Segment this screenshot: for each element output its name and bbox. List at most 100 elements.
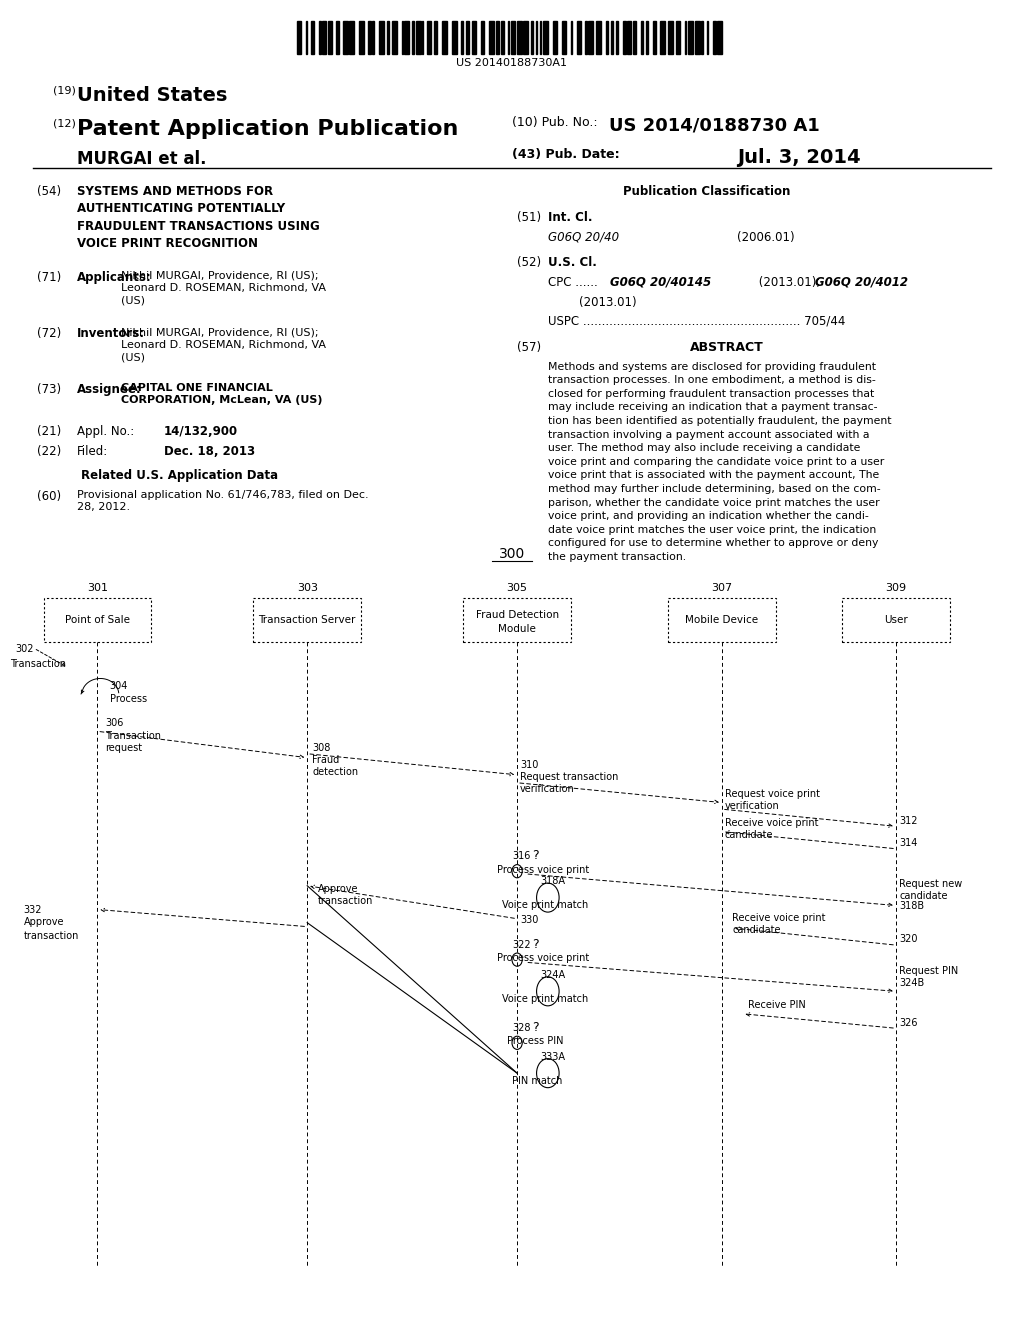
Text: 300: 300 [499, 546, 525, 561]
Text: Receive voice print: Receive voice print [732, 913, 825, 924]
Bar [653, 21, 655, 54]
Bar [530, 21, 534, 54]
Text: (72): (72) [37, 327, 61, 341]
Bar [717, 21, 722, 54]
Bar [404, 21, 410, 54]
Text: Approve: Approve [24, 917, 65, 928]
Bar [387, 21, 389, 54]
Text: Transaction: Transaction [10, 659, 67, 669]
Bar [463, 598, 571, 642]
Bar [606, 21, 608, 54]
Bar [553, 21, 557, 54]
Bar [472, 21, 476, 54]
Bar [501, 21, 505, 54]
Bar [588, 21, 593, 54]
Text: CAPITAL ONE FINANCIAL
CORPORATION, McLean, VA (US): CAPITAL ONE FINANCIAL CORPORATION, McLea… [121, 383, 323, 405]
Text: transaction: transaction [24, 931, 79, 941]
Bar [700, 21, 703, 54]
Text: (51): (51) [517, 211, 542, 224]
Text: Point of Sale: Point of Sale [65, 615, 130, 624]
Text: Filed:: Filed: [77, 445, 109, 458]
Text: (21): (21) [37, 425, 61, 438]
Text: 330: 330 [520, 915, 539, 925]
Text: Request voice print: Request voice print [725, 789, 820, 800]
Text: Request new: Request new [899, 879, 963, 890]
Bar [466, 21, 469, 54]
Text: ?: ? [532, 849, 539, 862]
Bar [434, 21, 437, 54]
Text: 306: 306 [105, 718, 124, 729]
Text: Receive PIN: Receive PIN [748, 1001, 805, 1011]
Bar [596, 21, 601, 54]
Bar [359, 21, 365, 54]
Text: Appl. No.:: Appl. No.: [77, 425, 134, 438]
Text: request: request [105, 743, 142, 754]
Text: Fraud: Fraud [312, 755, 340, 766]
Text: (57): (57) [517, 341, 542, 354]
Text: 314: 314 [899, 838, 918, 849]
Bar [489, 21, 495, 54]
Bar [714, 21, 716, 54]
Text: PIN match: PIN match [512, 1076, 562, 1086]
Text: (73): (73) [37, 383, 61, 396]
Text: MURGAI et al.: MURGAI et al. [77, 150, 206, 169]
Bar [254, 598, 360, 642]
Text: 308: 308 [312, 743, 331, 754]
Text: (54): (54) [37, 185, 61, 198]
Text: Provisional application No. 61/746,783, filed on Dec.
28, 2012.: Provisional application No. 61/746,783, … [77, 490, 369, 512]
Bar [570, 21, 572, 54]
Bar [452, 21, 457, 54]
Text: 326: 326 [899, 1018, 918, 1028]
Bar [427, 21, 431, 54]
Bar [694, 21, 699, 54]
Text: (12): (12) [53, 119, 76, 129]
Bar [684, 21, 686, 54]
Bar [306, 21, 307, 54]
Bar [659, 21, 665, 54]
Bar [585, 21, 587, 54]
Text: G06Q 20/40145: G06Q 20/40145 [610, 276, 712, 289]
Text: Nikhil MURGAI, Providence, RI (US);
Leonard D. ROSEMAN, Richmond, VA
(US): Nikhil MURGAI, Providence, RI (US); Leon… [121, 327, 326, 362]
Text: 309: 309 [886, 582, 906, 593]
Text: 320: 320 [899, 935, 918, 945]
Bar [517, 21, 522, 54]
Text: USPC .......................................................... 705/44: USPC ...................................… [548, 314, 845, 327]
Text: 302: 302 [15, 644, 34, 655]
Bar [523, 21, 528, 54]
Text: Process voice print: Process voice print [497, 865, 589, 875]
Text: candidate: candidate [899, 891, 947, 902]
Bar [480, 21, 484, 54]
Text: 303: 303 [297, 582, 317, 593]
Text: Process voice print: Process voice print [497, 953, 589, 964]
Text: verification: verification [725, 801, 779, 812]
Text: 14/132,900: 14/132,900 [164, 425, 238, 438]
Bar [329, 21, 332, 54]
Text: 332: 332 [24, 906, 42, 916]
Text: Request transaction: Request transaction [520, 772, 618, 783]
Text: (2013.01);: (2013.01); [755, 276, 824, 289]
Bar [322, 21, 326, 54]
Bar [369, 21, 371, 54]
Bar [422, 21, 423, 54]
Text: (71): (71) [37, 271, 61, 284]
Bar [842, 598, 950, 642]
Bar [641, 21, 643, 54]
Text: ?: ? [532, 1020, 539, 1034]
Bar [343, 21, 348, 54]
Text: US 20140188730A1: US 20140188730A1 [457, 58, 567, 69]
Text: (2006.01): (2006.01) [737, 231, 795, 244]
Bar [540, 21, 541, 54]
Text: US 2014/0188730 A1: US 2014/0188730 A1 [609, 116, 820, 135]
Text: Jul. 3, 2014: Jul. 3, 2014 [737, 148, 861, 166]
Bar [412, 21, 415, 54]
Text: CPC ......: CPC ...... [548, 276, 605, 289]
Bar [610, 21, 613, 54]
Bar [511, 21, 514, 54]
Text: 333A: 333A [541, 1052, 565, 1063]
Text: 318A: 318A [541, 876, 565, 887]
Bar [577, 21, 581, 54]
Bar [669, 21, 674, 54]
Bar [372, 21, 375, 54]
Bar [668, 598, 776, 642]
Text: Publication Classification: Publication Classification [623, 185, 791, 198]
